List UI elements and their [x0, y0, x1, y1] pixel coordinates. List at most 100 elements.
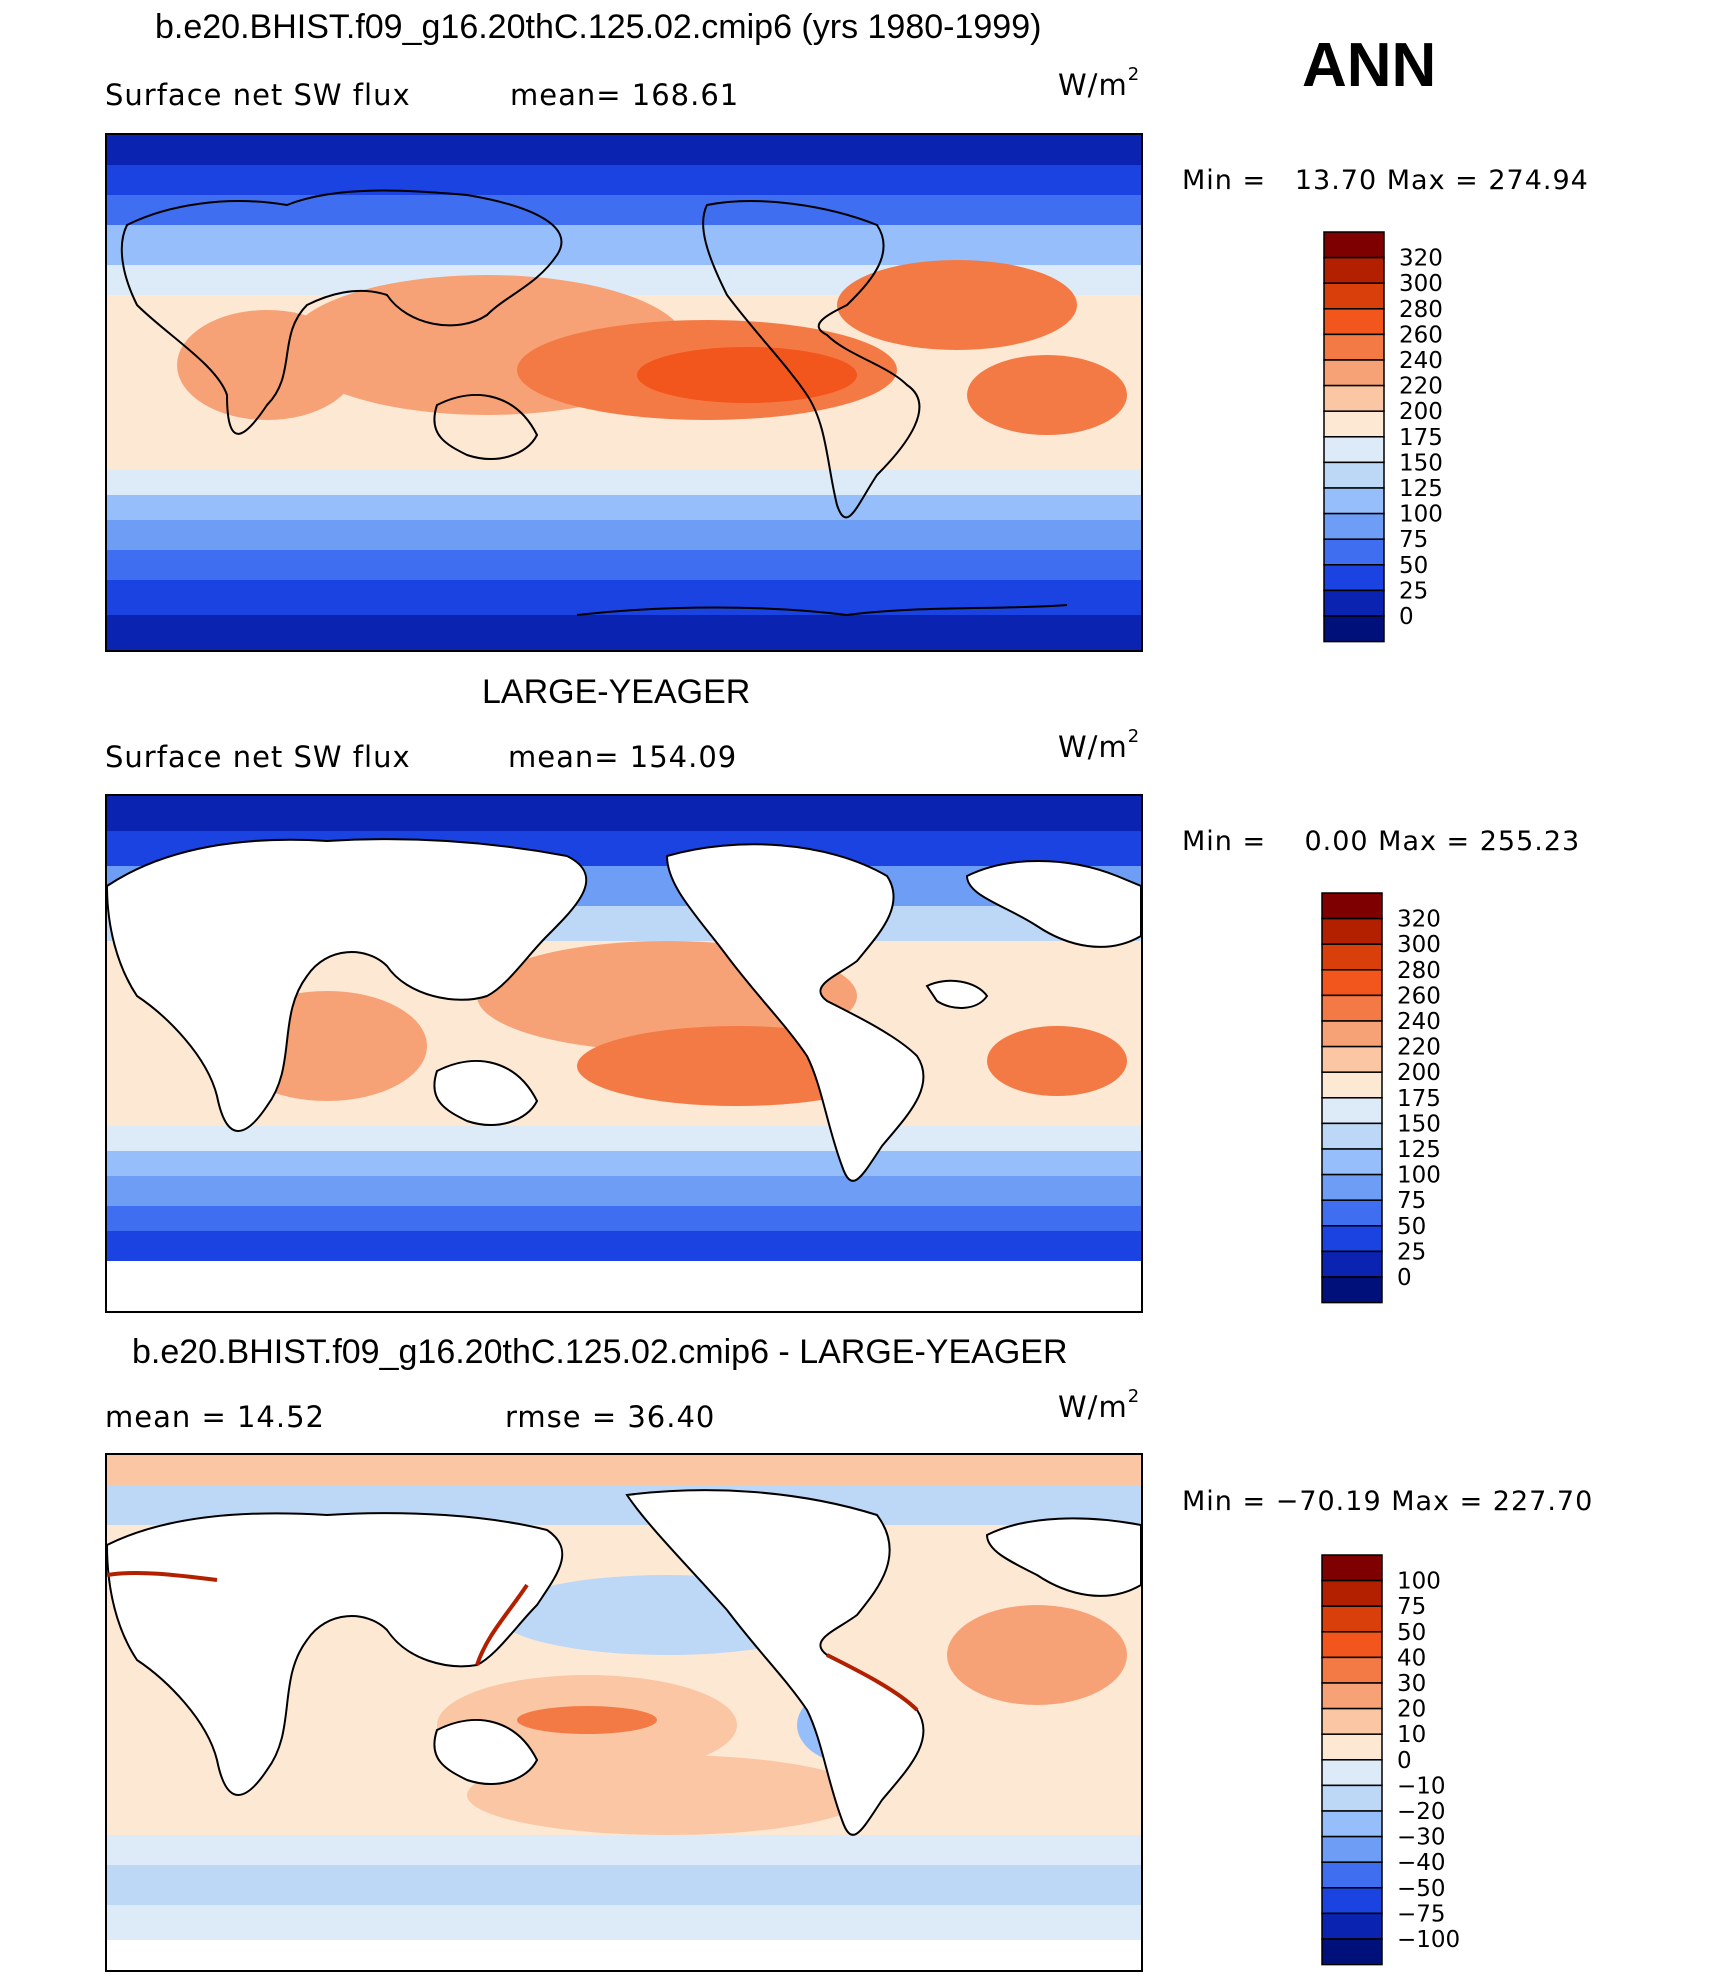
colorbar-swatch — [1323, 538, 1385, 566]
panel-1-variable: Surface net SW flux — [105, 78, 411, 112]
colorbar-tick-label: 10 — [1397, 1722, 1426, 1748]
colorbar-swatch — [1321, 994, 1383, 1022]
colorbar-swatch — [1323, 384, 1385, 412]
colorbar-swatch — [1321, 1071, 1383, 1099]
colorbar-tick-label: 320 — [1399, 246, 1443, 272]
colorbar-swatch — [1321, 1733, 1383, 1761]
panel-2-minmax: Min = 0.00 Max = 255.23 — [1182, 826, 1581, 857]
panel-2-mean: mean= 154.09 — [508, 740, 738, 774]
colorbar-swatch — [1323, 256, 1385, 284]
colorbar-tick-label: −100 — [1397, 1927, 1460, 1953]
colorbar-swatch — [1321, 1225, 1383, 1253]
colorbar-tick-label: 320 — [1397, 907, 1441, 933]
colorbar-tick-label: 75 — [1399, 527, 1428, 553]
colorbar-swatch — [1321, 1250, 1383, 1278]
colorbar-swatch — [1321, 1122, 1383, 1150]
colorbar-tick-label: 300 — [1397, 932, 1441, 958]
panel-1-title: b.e20.BHIST.f09_g16.20thC.125.02.cmip6 (… — [155, 8, 1042, 46]
colorbar-swatch — [1321, 1631, 1383, 1659]
colorbar-swatch — [1323, 615, 1385, 643]
colorbar-swatch — [1321, 1938, 1383, 1966]
panel-3-title: b.e20.BHIST.f09_g16.20thC.125.02.cmip6 -… — [132, 1333, 1068, 1371]
colorbar-tick-label: 50 — [1399, 553, 1428, 579]
panel-1-mean: mean= 168.61 — [510, 78, 740, 112]
colorbar-swatch — [1323, 282, 1385, 310]
colorbar-tick-label: 75 — [1397, 1594, 1426, 1620]
colorbar-swatch — [1323, 461, 1385, 489]
colorbar-swatch — [1321, 1097, 1383, 1125]
colorbar-tick-label: −40 — [1397, 1850, 1446, 1876]
colorbar-swatch — [1321, 1173, 1383, 1201]
colorbar-swatch — [1321, 1784, 1383, 1812]
colorbar-swatch — [1321, 917, 1383, 945]
colorbar-swatch — [1323, 359, 1385, 387]
colorbar-swatch — [1321, 1554, 1383, 1582]
colorbar-swatch — [1321, 1707, 1383, 1735]
colorbar-tick-label: 125 — [1397, 1137, 1441, 1163]
colorbar-tick-label: 150 — [1397, 1111, 1441, 1137]
colorbar-tick-label: 30 — [1397, 1671, 1426, 1697]
colorbar-tick-label: 0 — [1397, 1265, 1412, 1291]
colorbar-swatch — [1323, 333, 1385, 361]
colorbar-swatch — [1321, 1656, 1383, 1684]
map-panel-obs — [105, 794, 1143, 1313]
colorbar-tick-label: 40 — [1397, 1645, 1426, 1671]
colorbar-swatch — [1323, 410, 1385, 438]
colorbar-swatch — [1321, 1682, 1383, 1710]
colorbar-swatch — [1323, 308, 1385, 336]
colorbar-tick-label: 300 — [1399, 271, 1443, 297]
panel-2-title: LARGE-YEAGER — [482, 673, 751, 711]
colorbar-tick-label: 260 — [1399, 322, 1443, 348]
colorbar-tick-label: 125 — [1399, 476, 1443, 502]
colorbar-swatch — [1321, 1148, 1383, 1176]
colorbar-swatch — [1321, 1579, 1383, 1607]
panel-2-units: W/m2 — [1058, 726, 1141, 764]
colorbar-swatch — [1323, 564, 1385, 592]
colorbar-swatch — [1321, 943, 1383, 971]
colorbar-tick-label: 220 — [1397, 1035, 1441, 1061]
colorbar-panel-3: 100 75 50 40 30 20 10 0 −10 −20 −30 −40 −50 −75 −100 — [1321, 1554, 1482, 1966]
colorbar-tick-label: 100 — [1397, 1163, 1441, 1189]
colorbar-swatch — [1321, 1810, 1383, 1838]
colorbar-swatch — [1323, 231, 1385, 259]
colorbar-swatch — [1321, 1912, 1383, 1940]
colorbar-swatch — [1321, 1045, 1383, 1073]
colorbar-tick-label: −20 — [1397, 1799, 1446, 1825]
colorbar-swatch — [1321, 892, 1383, 920]
panel-1-units: W/m2 — [1058, 64, 1141, 102]
colorbar-tick-label: 220 — [1399, 374, 1443, 400]
map-panel-model — [105, 133, 1143, 652]
colorbar-swatch — [1323, 487, 1385, 515]
colorbar-tick-label: 240 — [1399, 348, 1443, 374]
panel-3-units: W/m2 — [1058, 1386, 1141, 1424]
colorbar-swatch — [1321, 1759, 1383, 1787]
colorbar-tick-label: −75 — [1397, 1901, 1446, 1927]
colorbar-tick-label: 25 — [1399, 578, 1428, 604]
colorbar-tick-label: −50 — [1397, 1876, 1446, 1902]
colorbar-panel-1: 320 300 280 260 240 220 200 175 150 125 100 75 50 25 0 — [1323, 231, 1474, 643]
colorbar-tick-label: 280 — [1399, 297, 1443, 323]
colorbar-tick-label: 260 — [1397, 983, 1441, 1009]
colorbar-tick-label: 0 — [1399, 604, 1414, 630]
colorbar-tick-label: 200 — [1399, 399, 1443, 425]
colorbar-tick-label: 175 — [1399, 425, 1443, 451]
panel-3-rmse: rmse = 36.40 — [505, 1400, 716, 1434]
colorbar-tick-label: 50 — [1397, 1214, 1426, 1240]
colorbar-swatch — [1321, 1276, 1383, 1304]
panel-1-minmax: Min = 13.70 Max = 274.94 — [1182, 165, 1589, 196]
colorbar-panel-2: 320 300 280 260 240 220 200 175 150 125 100 75 50 25 0 — [1321, 892, 1472, 1304]
colorbar-swatch — [1321, 1887, 1383, 1915]
colorbar-tick-label: 75 — [1397, 1188, 1426, 1214]
colorbar-swatch — [1321, 969, 1383, 997]
colorbar-tick-label: −30 — [1397, 1825, 1446, 1851]
panel-2-variable: Surface net SW flux — [105, 740, 411, 774]
colorbar-tick-label: 25 — [1397, 1239, 1426, 1265]
map-panel-difference — [105, 1453, 1143, 1972]
colorbar-tick-label: −10 — [1397, 1773, 1446, 1799]
colorbar-swatch — [1321, 1199, 1383, 1227]
colorbar-swatch — [1321, 1020, 1383, 1048]
colorbar-tick-label: 20 — [1397, 1697, 1426, 1723]
colorbar-tick-label: 100 — [1399, 502, 1443, 528]
